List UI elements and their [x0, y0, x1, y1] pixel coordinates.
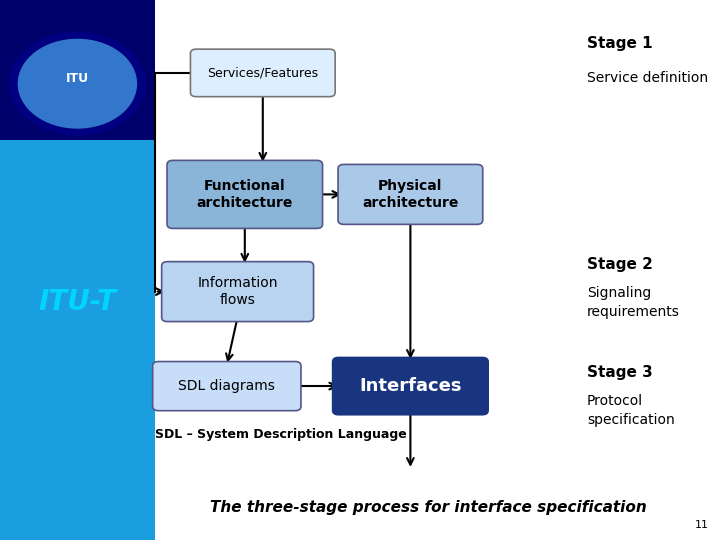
Text: Information
flows: Information flows: [197, 276, 278, 307]
Bar: [0, 0, 155, 140]
FancyBboxPatch shape: [190, 49, 335, 97]
FancyBboxPatch shape: [162, 261, 314, 321]
Text: Signaling
requirements: Signaling requirements: [587, 286, 680, 319]
Text: Functional
architecture: Functional architecture: [197, 179, 293, 210]
Text: The three-stage process for interface specification: The three-stage process for interface sp…: [210, 500, 647, 515]
Text: ITU: ITU: [66, 72, 89, 85]
Text: SDL diagrams: SDL diagrams: [179, 379, 275, 393]
FancyBboxPatch shape: [167, 160, 323, 228]
Circle shape: [9, 32, 145, 135]
Text: Stage 2: Stage 2: [587, 257, 652, 272]
Text: SDL – System Description Language: SDL – System Description Language: [155, 428, 407, 441]
Text: Interfaces: Interfaces: [359, 377, 462, 395]
FancyBboxPatch shape: [338, 164, 482, 225]
Text: ITU-T: ITU-T: [38, 288, 117, 316]
Text: Services/Features: Services/Features: [207, 66, 318, 79]
Text: Stage 3: Stage 3: [587, 365, 652, 380]
Circle shape: [19, 39, 137, 128]
FancyBboxPatch shape: [153, 362, 301, 410]
Text: Protocol
specification: Protocol specification: [587, 394, 675, 427]
Text: Physical
architecture: Physical architecture: [362, 179, 459, 210]
Bar: [0, 140, 155, 540]
Text: Service definition: Service definition: [587, 71, 708, 85]
Text: 11: 11: [696, 520, 709, 530]
Text: Stage 1: Stage 1: [587, 36, 652, 51]
FancyBboxPatch shape: [333, 357, 488, 415]
